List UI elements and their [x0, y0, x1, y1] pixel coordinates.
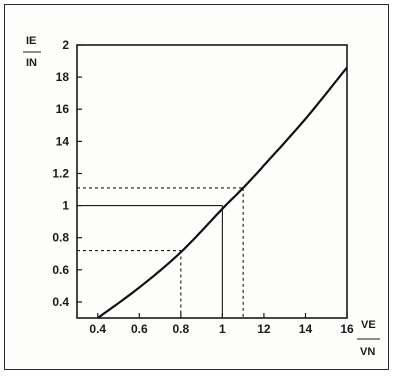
x-tick-label: 0.6	[131, 322, 148, 336]
x-tick-label: 16	[340, 322, 354, 336]
x-axis-label-denominator: VN	[360, 346, 375, 358]
y-tick-label: 0.4	[52, 295, 69, 309]
x-tick-label: 14	[299, 322, 313, 336]
x-tick-label: 0.4	[89, 322, 106, 336]
chart-frame	[4, 4, 389, 370]
series-line	[97, 66, 348, 319]
y-tick-label: 1.2	[52, 166, 69, 180]
x-tick-label: 1	[219, 322, 226, 336]
y-ticks: 0.4 0.6 0.8 1 1.2 14 16 18 2	[52, 38, 82, 309]
x-axis-label-numerator: VE	[361, 319, 376, 331]
y-tick-label: 0.6	[52, 263, 69, 277]
y-tick-label: 18	[56, 70, 70, 84]
y-axis-label-numerator: IE	[26, 35, 36, 47]
y-tick-label: 16	[56, 102, 70, 116]
reference-lines	[77, 187, 244, 318]
y-tick-label: 2	[62, 38, 69, 52]
x-tick-label: 12	[257, 322, 271, 336]
plot-area	[76, 44, 348, 319]
y-tick-label: 14	[56, 134, 70, 148]
x-ticks: 0.4 0.6 0.8 1 12 14 16	[89, 313, 354, 336]
x-tick-label: 0.8	[173, 322, 190, 336]
y-tick-label: 1	[62, 199, 69, 213]
y-axis-label-denominator: IN	[26, 57, 37, 69]
data-series	[97, 66, 348, 319]
y-tick-label: 0.8	[52, 231, 69, 245]
